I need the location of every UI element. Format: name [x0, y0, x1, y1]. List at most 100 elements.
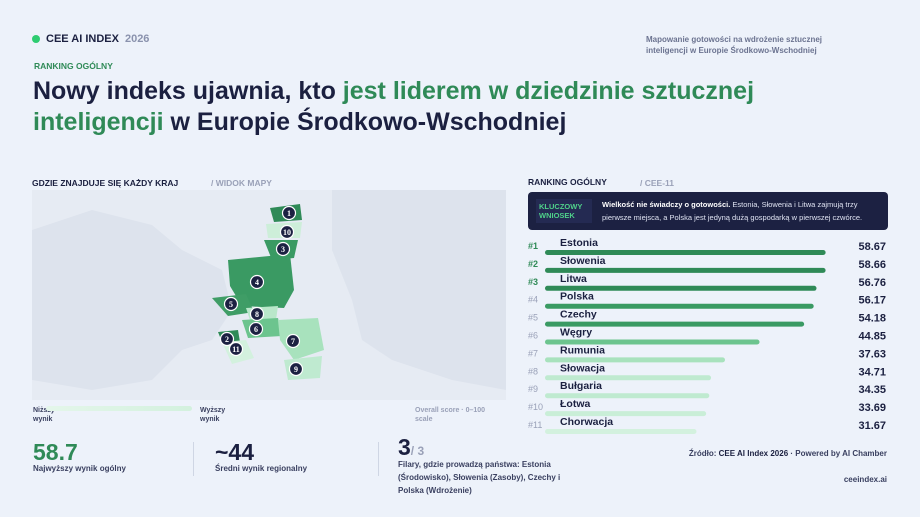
rank: #9	[528, 384, 538, 394]
value-label: 34.35	[858, 384, 886, 396]
map-marker	[285, 333, 301, 349]
value-label: 54.18	[858, 313, 886, 325]
brand-year: 2026	[124, 33, 150, 45]
tagline: Mapowanie gotowości na wdrożenie sztuczn…	[646, 35, 823, 55]
insight: KLUCZOWY WNIOSEK Wielkość nie świadczy o…	[528, 192, 888, 230]
bar	[545, 285, 817, 291]
rank: #4	[528, 295, 538, 305]
bar	[545, 267, 826, 273]
rank: #5	[528, 313, 538, 323]
bar	[545, 339, 760, 345]
stat-value: ~44	[215, 439, 255, 465]
country-name: Czechy	[560, 309, 597, 321]
map-marker	[228, 341, 244, 357]
map-marker	[281, 205, 297, 221]
rank: #8	[528, 366, 538, 376]
rank: #7	[528, 348, 538, 358]
bar	[545, 321, 805, 327]
map-marker	[249, 274, 265, 290]
value-label: 37.63	[858, 348, 886, 360]
headline-start: Nowy indeks ujawnia, kto	[33, 77, 343, 105]
insight-body: Estonia, Słowenia i Litwa zajmują trzy p…	[602, 200, 863, 222]
stat-label: Najwyższy wynik ogólny	[33, 464, 126, 473]
rank: #1	[528, 241, 538, 251]
kicker: RANKING OGÓLNY	[34, 61, 113, 71]
value-label: 58.66	[858, 259, 886, 271]
ranking-chart: #1 Estonia 58.67 #2 Słowenia 58.66 #3 Litwa 56.7…	[528, 237, 886, 434]
divider	[378, 442, 379, 476]
source-url: ceeindex.ai	[843, 475, 887, 484]
map-marker	[223, 296, 239, 312]
legend-gradient	[46, 406, 192, 411]
map-marker-label: 3	[281, 245, 285, 254]
map-marker	[249, 306, 265, 322]
insight-lead: Wielkość nie świadczy o gotowości.	[602, 200, 731, 209]
value-label: 58.67	[858, 241, 886, 253]
map-marker-label: 10	[283, 228, 291, 237]
country-name: Polska	[560, 291, 594, 303]
country-name: Łotwa	[560, 398, 590, 410]
bar	[545, 357, 725, 363]
map-marker-label: 4	[255, 278, 259, 287]
map-marker-label: 6	[254, 325, 258, 334]
country-name: Węgry	[560, 327, 592, 339]
map-marker-label: 5	[229, 300, 233, 309]
country-name: Słowacja	[560, 362, 605, 374]
stat: 3/ 3	[398, 434, 424, 461]
map-marker	[248, 321, 264, 337]
bar	[545, 250, 826, 255]
map-marker-label: 11	[232, 345, 240, 354]
map-title: GDZIE ZNAJDUJE SIĘ KAŻDY KRAJ	[32, 178, 179, 188]
ranking-title: RANKING OGÓLNY	[528, 177, 607, 187]
stat-label: Filary, gdzie prowadzą państwa: Estonia …	[398, 460, 561, 495]
stat-value: 58.7	[33, 439, 78, 465]
value-label: 56.17	[858, 295, 886, 307]
rank: #6	[528, 331, 538, 341]
value-label: 44.85	[858, 331, 886, 343]
land	[32, 210, 232, 390]
map-marker-label: 2	[225, 335, 229, 344]
country	[278, 318, 324, 360]
rank: #2	[528, 259, 538, 269]
rank: #10	[528, 402, 543, 412]
map-marker	[275, 241, 291, 257]
source: Źródło: CEE AI Index 2026 · Powered by A…	[689, 449, 887, 458]
bar	[545, 411, 707, 417]
legend-high: Wyższy wynik	[200, 407, 226, 423]
bar	[545, 303, 814, 309]
country-name: Chorwacja	[560, 416, 613, 428]
map-marker-label: 9	[294, 365, 298, 374]
value-label: 56.76	[858, 277, 886, 289]
legend-note: Overall score · 0–100 scale	[415, 407, 486, 423]
value-label: 31.67	[858, 420, 886, 432]
legend-low: Niższy wynik	[33, 407, 55, 423]
stat-value: 3	[398, 434, 411, 460]
headline-highlight: jest liderem w dziedzinie sztucznej inte…	[33, 77, 755, 136]
country-name: Słowenia	[560, 255, 606, 267]
stat-label: Średni wynik regionalny	[215, 464, 308, 473]
map-marker-label: 1	[287, 209, 291, 218]
map-marker	[219, 331, 235, 347]
country-name: Estonia	[560, 237, 598, 249]
bar	[545, 429, 697, 434]
country-name: Bułgaria	[560, 380, 602, 392]
headline: Nowy indeks ujawnia, kto jest liderem w …	[33, 76, 793, 138]
map-marker-label: 8	[255, 310, 259, 319]
map-marker	[279, 224, 295, 240]
stat-suffix: / 3	[410, 444, 425, 458]
map	[32, 190, 506, 400]
brand-name: CEE AI INDEX	[46, 33, 119, 45]
value-label: 33.69	[858, 402, 886, 414]
land	[332, 190, 506, 390]
country-name: Rumunia	[560, 344, 605, 356]
insight-text: Wielkość nie świadczy o gotowości. Eston…	[602, 198, 880, 224]
brand: CEE AI INDEX 2026	[32, 33, 149, 45]
map-marker-label: 7	[291, 337, 295, 346]
source-name: CEE AI Index 2026	[718, 449, 789, 458]
bar	[545, 393, 710, 399]
rank: #3	[528, 277, 538, 287]
headline-end: w Europie Środkowo-Wschodniej	[163, 108, 567, 136]
rank: #11	[528, 420, 542, 430]
